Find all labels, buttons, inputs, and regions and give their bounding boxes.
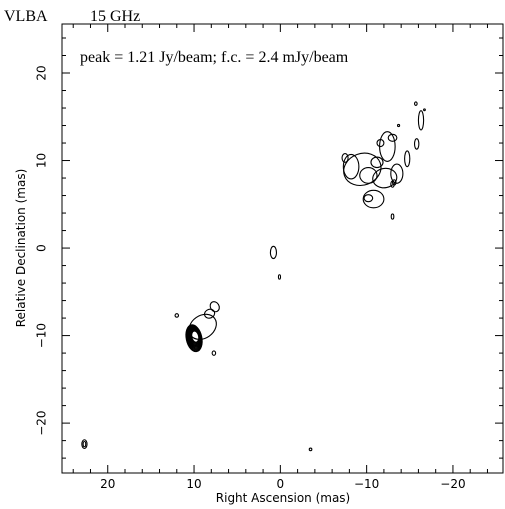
axis-ticks [62,24,503,473]
component-contour [82,440,87,448]
x-tick-label: 0 [277,477,285,491]
y-tick-label: −20 [35,410,49,435]
component-contour [269,245,278,260]
lobe-contour [423,108,426,112]
plot-frame [61,23,504,474]
jet-contour [203,308,216,319]
lobe-contour [391,179,397,186]
x-tick-label: 10 [186,477,201,491]
lobe-contour [362,189,385,209]
y-tick-labels: 20 10 0 −10 −20 [35,65,49,435]
lobe-contour [370,156,384,169]
jet-contour [211,350,217,356]
x-tick-label: −10 [354,477,379,491]
lobe-contour [390,213,395,220]
y-tick-label: −10 [35,323,49,348]
lobe-contour [359,166,378,184]
jet-contour [174,313,180,318]
lobe-contour [342,153,360,180]
x-tick-label: −20 [440,477,465,491]
lobe-contour [343,152,382,187]
lobe-contour [372,167,398,189]
x-tick-label: 20 [100,477,115,491]
frequency-label: 15 GHz [90,8,140,25]
lobe-contour [390,163,404,184]
lobe-contour [417,110,425,131]
lobe-contour [376,138,385,148]
lobe-contour [341,152,349,163]
lobe-contour [404,150,411,168]
y-tick-label: 0 [35,244,49,252]
x-tick-labels: 20 10 0 −10 −20 [100,477,466,491]
y-axis-label: Relative Declination (mas) [14,169,28,328]
y-tick-label: 10 [35,153,49,168]
component-contour [277,274,282,280]
contour-lines [81,101,426,452]
y-tick-label: 20 [35,65,49,80]
peak-annotation: peak = 1.21 Jy/beam; f.c. = 2.4 mJy/beam [80,49,349,66]
instrument-label: VLBA [4,8,48,25]
component-contour [81,439,88,450]
lobe-contour [413,138,420,150]
lobe-contour [363,194,374,203]
x-axis-label: Right Ascension (mas) [216,491,350,505]
lobe-contour [387,133,398,142]
component-contour [308,447,313,452]
lobe-contour [396,123,401,128]
lobe-contour [413,101,418,106]
jet-contour [188,313,217,340]
